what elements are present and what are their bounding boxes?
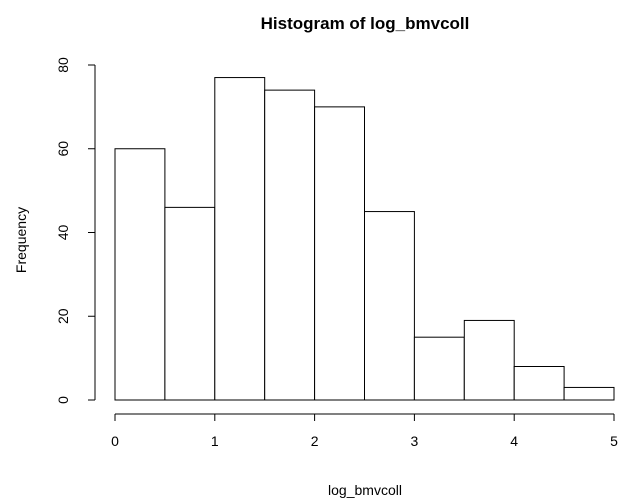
histogram-bar-2 [164, 206, 216, 401]
x-axis-label: log_bmvcoll [328, 482, 402, 498]
y-tick-label: 40 [55, 225, 71, 241]
x-tick-label: 2 [311, 433, 319, 449]
histogram-bar-1 [114, 148, 166, 401]
histogram-bar-3 [214, 77, 266, 401]
x-tick-label: 4 [510, 433, 518, 449]
bars-group [114, 77, 615, 401]
x-tick-label: 5 [610, 433, 618, 449]
y-tick-label: 60 [55, 141, 71, 157]
y-tick-label: 80 [55, 57, 71, 73]
histogram-bar-9 [513, 366, 565, 401]
chart-title: Histogram of log_bmvcoll [261, 14, 470, 33]
y-axis: 0 20 40 60 80 [55, 57, 96, 404]
x-tick-label: 1 [211, 433, 219, 449]
x-tick-label: 0 [111, 433, 119, 449]
histogram-bar-5 [314, 106, 366, 401]
histogram-bar-4 [264, 89, 316, 401]
histogram-bar-8 [463, 319, 515, 401]
y-axis-label: Frequency [13, 207, 29, 273]
histogram-bar-6 [364, 211, 415, 401]
x-tick-label: 3 [411, 433, 419, 449]
y-tick-label: 0 [55, 396, 71, 404]
y-tick-label: 20 [55, 308, 71, 324]
histogram-bar-10 [563, 386, 615, 401]
histogram-bar-7 [413, 336, 465, 401]
x-axis: 0 1 2 3 4 5 [111, 413, 618, 449]
